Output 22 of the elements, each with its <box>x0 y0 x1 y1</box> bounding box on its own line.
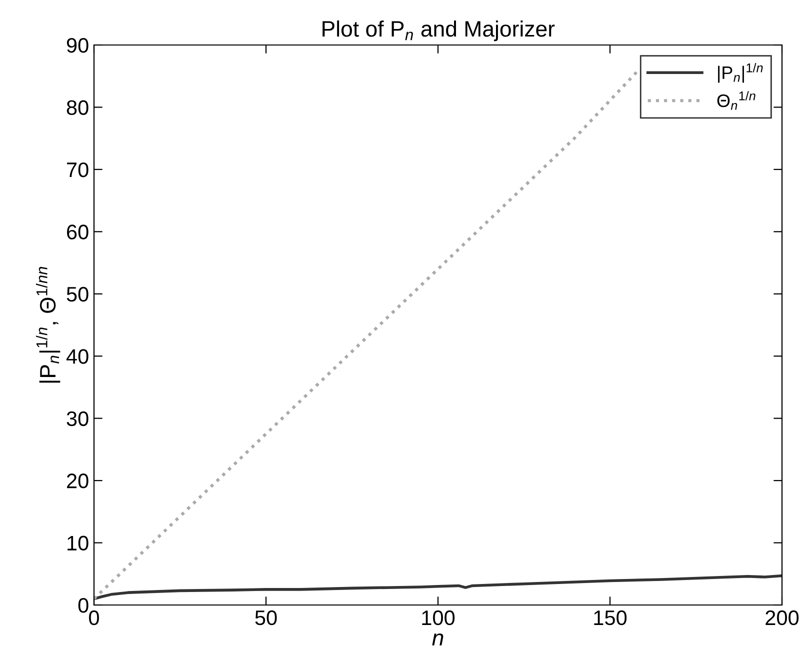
legend-label: |P$_{n}$|$^{1/n}$ <box>718 63 763 83</box>
chart-title: Plot of P$_{n}$ and Majorizer <box>322 20 555 42</box>
x-tick-label: 100 <box>422 610 455 626</box>
y-tick-label: 90 <box>66 38 88 53</box>
line-series <box>94 70 640 600</box>
x-tick-label: 0 <box>89 610 99 626</box>
line-series <box>94 574 782 600</box>
y-tick-label: 50 <box>66 286 88 302</box>
legend-label: Θ$_{n}$$^{1/n}$ <box>717 91 756 110</box>
y-tick-label: 60 <box>67 224 88 240</box>
x-axis-title: n <box>432 633 444 646</box>
y-tick-label: 0 <box>78 598 88 613</box>
y-tick-label: 10 <box>68 536 88 551</box>
y-tick-label: 20 <box>67 474 88 488</box>
y-tick-label: 80 <box>66 100 88 115</box>
x-tick-label: 200 <box>766 610 799 626</box>
x-tick-label: 150 <box>594 610 627 626</box>
y-tick-label: 30 <box>66 411 88 426</box>
x-tick-label: 50 <box>255 610 277 626</box>
y-tick-label: 70 <box>67 162 88 178</box>
y-axis-title: |P$_{n}$|$^{1/n}$, Θ$^{1/nn}$ <box>36 266 60 383</box>
y-tick-label: 40 <box>66 349 88 364</box>
